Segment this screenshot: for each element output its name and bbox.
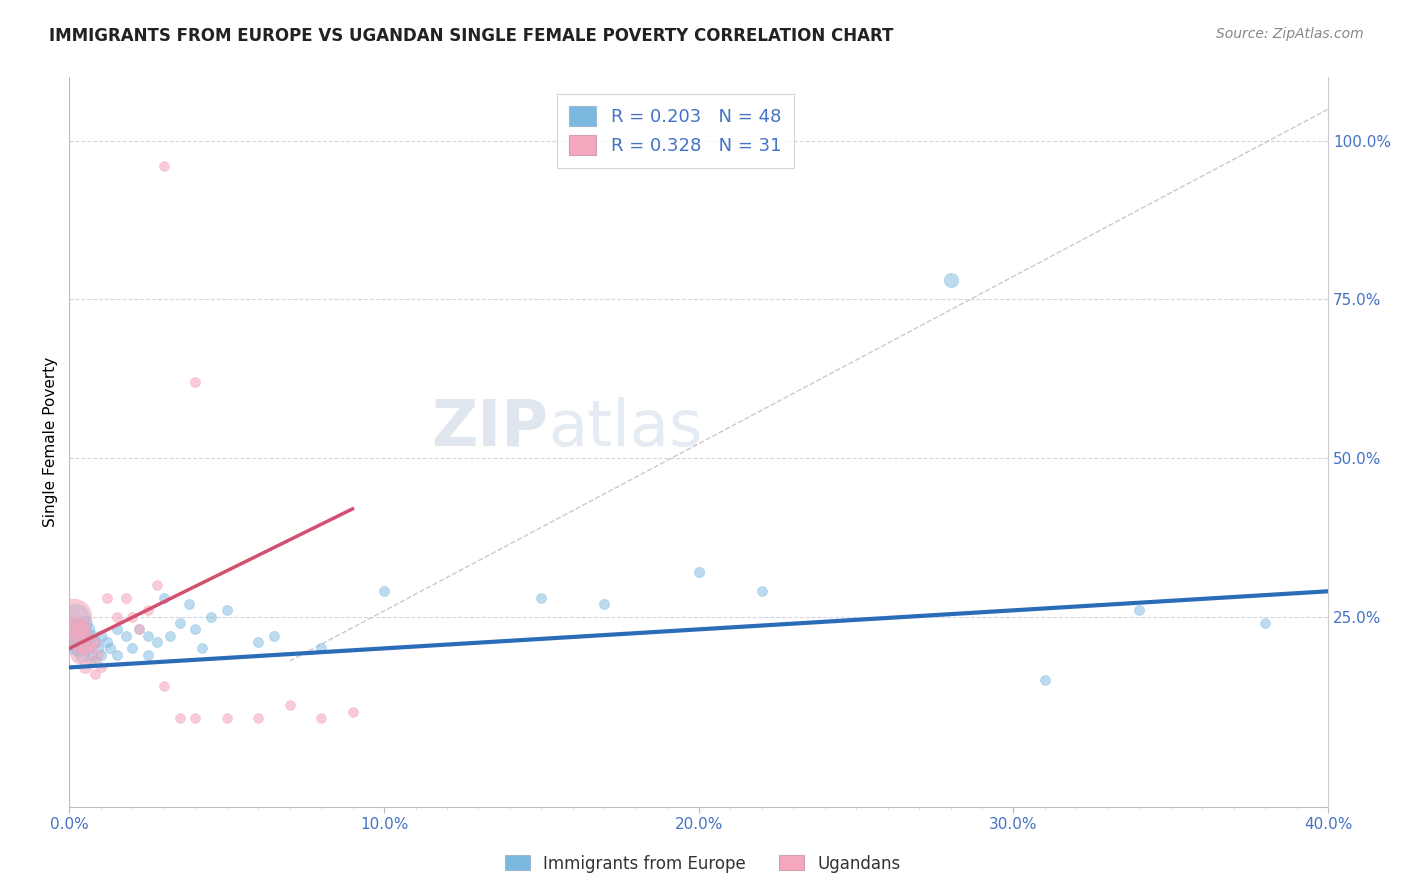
Point xyxy=(105,648,128,662)
Point xyxy=(1128,603,1150,617)
Point xyxy=(247,711,270,725)
Point xyxy=(200,609,222,624)
Point xyxy=(152,680,174,694)
Legend: Immigrants from Europe, Ugandans: Immigrants from Europe, Ugandans xyxy=(498,848,908,880)
Point xyxy=(96,591,118,605)
Point xyxy=(77,623,100,637)
Point xyxy=(86,641,108,656)
Point xyxy=(121,609,143,624)
Point xyxy=(67,648,90,662)
Point xyxy=(62,629,84,643)
Point xyxy=(67,623,90,637)
Point xyxy=(83,635,105,649)
Point xyxy=(215,603,238,617)
Point xyxy=(530,591,553,605)
Point xyxy=(80,641,103,656)
Point xyxy=(96,635,118,649)
Point xyxy=(247,635,270,649)
Point xyxy=(105,609,128,624)
Point xyxy=(98,641,121,656)
Point xyxy=(184,375,207,389)
Point xyxy=(67,635,90,649)
Point xyxy=(115,591,138,605)
Point xyxy=(136,629,159,643)
Point xyxy=(70,623,93,637)
Point xyxy=(75,635,97,649)
Point xyxy=(70,648,93,662)
Point xyxy=(215,711,238,725)
Point xyxy=(593,597,616,611)
Point xyxy=(80,654,103,668)
Point xyxy=(83,654,105,668)
Point xyxy=(75,660,97,674)
Point xyxy=(146,578,169,592)
Point xyxy=(115,629,138,643)
Point xyxy=(939,273,962,287)
Point xyxy=(190,641,212,656)
Point xyxy=(152,591,174,605)
Point xyxy=(70,629,93,643)
Text: Source: ZipAtlas.com: Source: ZipAtlas.com xyxy=(1216,27,1364,41)
Point xyxy=(136,648,159,662)
Point xyxy=(169,615,191,630)
Point xyxy=(128,623,150,637)
Point xyxy=(90,660,112,674)
Point xyxy=(128,623,150,637)
Text: ZIP: ZIP xyxy=(430,397,548,458)
Point xyxy=(90,648,112,662)
Point xyxy=(152,159,174,173)
Point xyxy=(121,641,143,656)
Point xyxy=(62,609,84,624)
Point xyxy=(83,666,105,681)
Point xyxy=(159,629,181,643)
Point xyxy=(75,641,97,656)
Point xyxy=(90,629,112,643)
Point xyxy=(136,603,159,617)
Text: IMMIGRANTS FROM EUROPE VS UGANDAN SINGLE FEMALE POVERTY CORRELATION CHART: IMMIGRANTS FROM EUROPE VS UGANDAN SINGLE… xyxy=(49,27,894,45)
Point xyxy=(83,635,105,649)
Point xyxy=(105,623,128,637)
Point xyxy=(65,623,87,637)
Point xyxy=(342,705,364,719)
Point xyxy=(77,641,100,656)
Point xyxy=(77,629,100,643)
Point xyxy=(75,615,97,630)
Point xyxy=(86,648,108,662)
Point xyxy=(1033,673,1056,687)
Point xyxy=(688,566,710,580)
Text: atlas: atlas xyxy=(548,397,702,458)
Point xyxy=(184,623,207,637)
Point xyxy=(65,635,87,649)
Point xyxy=(80,648,103,662)
Point xyxy=(67,641,90,656)
Point xyxy=(1254,615,1277,630)
Point xyxy=(80,629,103,643)
Point xyxy=(169,711,191,725)
Point xyxy=(65,609,87,624)
Y-axis label: Single Female Poverty: Single Female Poverty xyxy=(44,357,58,527)
Point xyxy=(184,711,207,725)
Point xyxy=(751,584,773,599)
Point xyxy=(373,584,395,599)
Point xyxy=(309,711,332,725)
Point xyxy=(309,641,332,656)
Point xyxy=(263,629,285,643)
Point xyxy=(177,597,200,611)
Point xyxy=(146,635,169,649)
Legend: R = 0.203   N = 48, R = 0.328   N = 31: R = 0.203 N = 48, R = 0.328 N = 31 xyxy=(557,94,794,168)
Point xyxy=(278,698,301,713)
